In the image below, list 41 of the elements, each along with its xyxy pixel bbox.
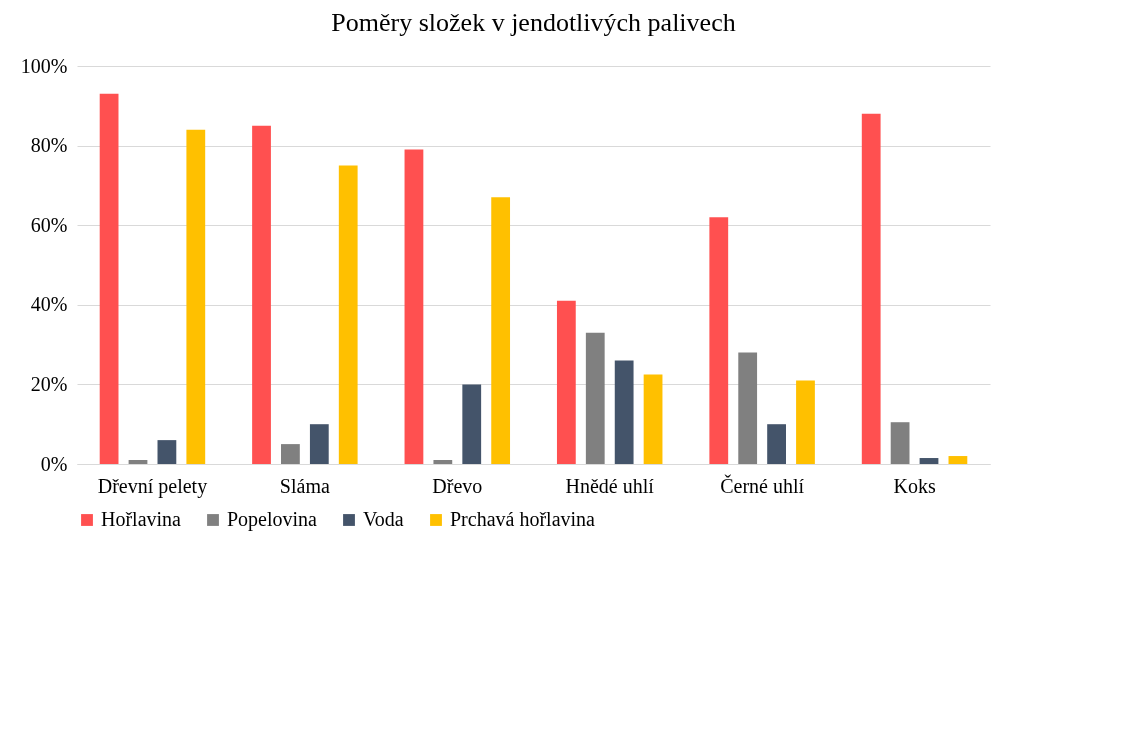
legend-label: Prchavá hořlavina [450,508,596,530]
bar [919,458,939,464]
chart-title: Poměry složek v jendotlivých palivech [331,8,736,37]
bar [491,197,511,464]
y-tick-label: 40% [30,293,68,316]
legend-label: Popelovina [227,508,318,531]
bar [281,444,300,464]
x-tick-label: Hnědé uhlí [565,474,655,497]
bar [948,456,968,464]
bar [252,125,271,464]
bar [861,113,881,464]
bar [709,217,729,464]
legend-label: Hořlavina [101,508,182,530]
bar [738,352,758,464]
bar [433,460,453,464]
y-tick-label: 100% [20,54,68,77]
x-tick-label: Dřevo [432,474,483,497]
bar [462,384,482,464]
y-tick-label: 60% [30,213,68,236]
bar [767,424,786,464]
bar [128,460,148,464]
y-tick-label: 20% [30,372,68,395]
bar [585,332,605,464]
x-tick-label: Černé uhlí [720,473,805,497]
bar [556,300,576,464]
bar [643,374,663,464]
bar [157,440,177,464]
bar [890,422,910,464]
bar [338,165,358,464]
x-tick-label: Dřevní pelety [97,474,208,498]
y-tick-label: 80% [30,134,68,157]
y-tick-label: 0% [40,452,68,475]
bar [404,149,424,464]
bar [99,93,119,464]
bar [186,129,206,464]
bar [309,424,329,464]
legend-label: Voda [363,508,404,530]
x-tick-label: Sláma [279,474,330,497]
x-tick-label: Koks [893,474,936,497]
bar [614,360,634,464]
bar [796,380,815,464]
